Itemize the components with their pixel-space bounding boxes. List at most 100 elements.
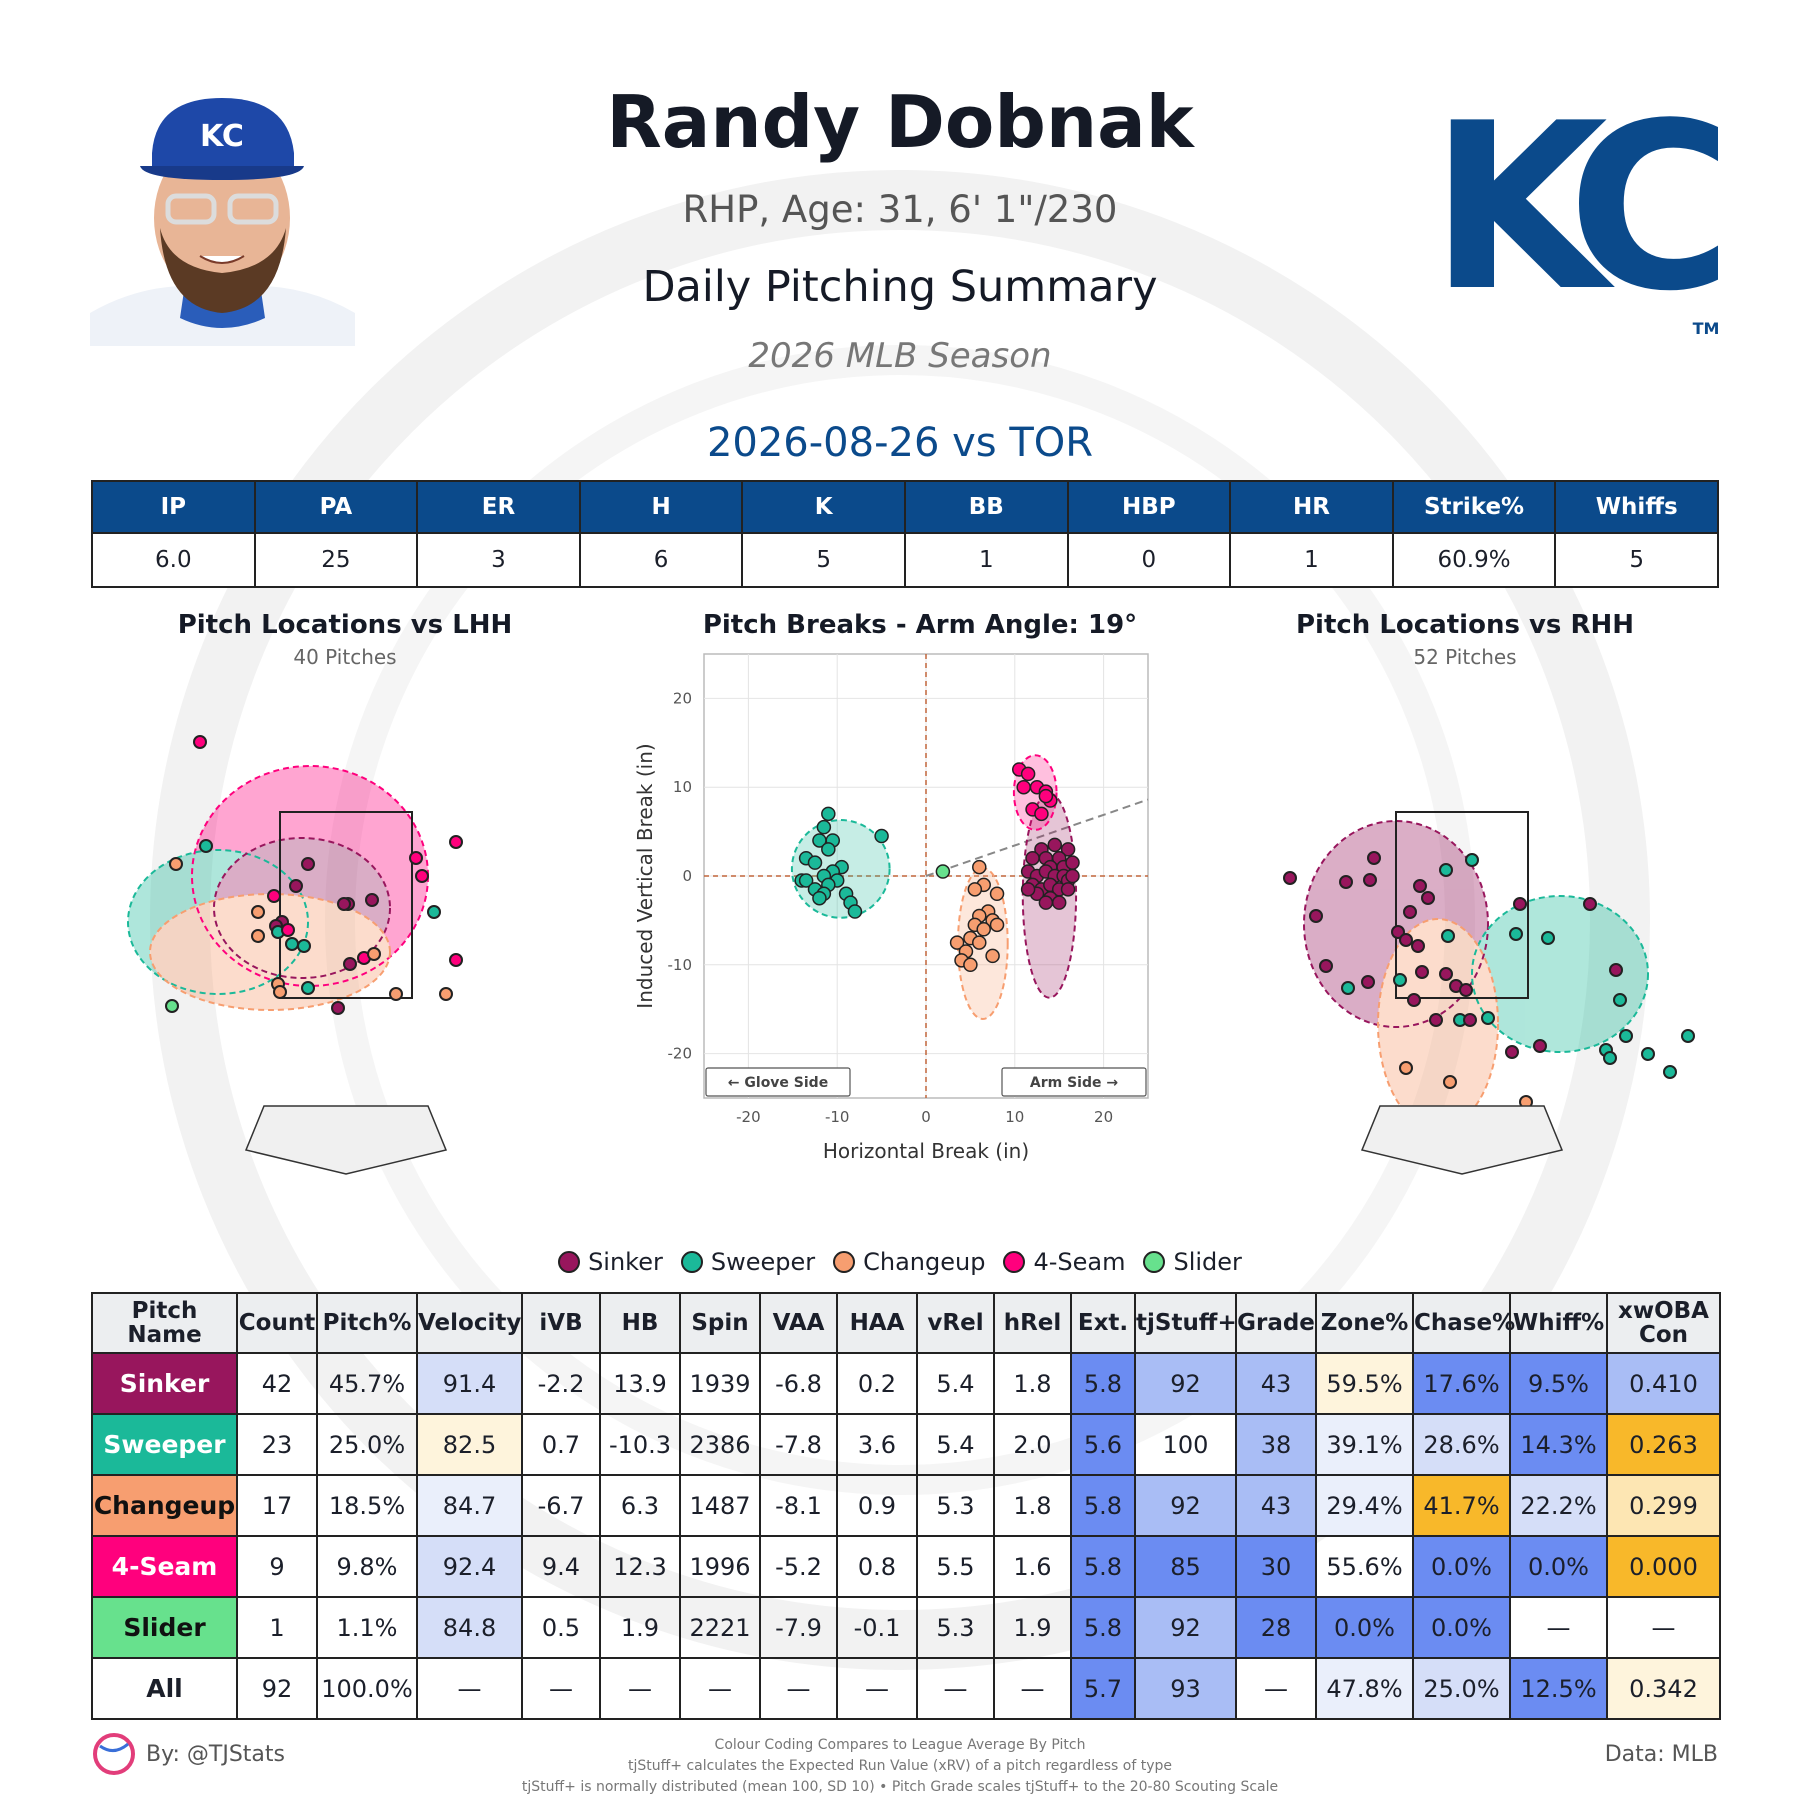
point-sinker [1065, 868, 1080, 884]
pitch-table-cell: 3.6 [836, 1413, 918, 1476]
game-line-value-whiffs: 5 [1554, 532, 1719, 588]
pitch-name-cell: Sweeper [91, 1413, 238, 1476]
pitch-table-cell: 1.1% [316, 1596, 418, 1659]
point-sweeper [821, 842, 836, 857]
season-label: 2026 MLB Season [748, 336, 1052, 376]
pitch-table-cell: 38 [1235, 1413, 1317, 1476]
pitch-table-cell: 92 [236, 1657, 318, 1720]
pitch-table-header: Grade [1235, 1292, 1317, 1354]
pitch-table-cell: 9.5% [1509, 1352, 1608, 1415]
pitch-table-header: Pitch% [316, 1292, 418, 1354]
pitch-table-cell: 0.0% [1509, 1535, 1608, 1598]
pitch-table-cell: — [599, 1657, 681, 1720]
pitch-table-cell: 0.0% [1412, 1535, 1511, 1598]
pitch-table-cell: 25.0% [316, 1413, 418, 1476]
y-tick-label: 20 [673, 689, 692, 707]
pitch-table-header: Spin [679, 1292, 761, 1354]
game-line-value-hbp: 0 [1066, 532, 1232, 588]
summary-title: Daily Pitching Summary [642, 262, 1158, 312]
pitch-table-cell: 92.4 [416, 1535, 523, 1598]
pitch-table-cell: 23 [236, 1413, 318, 1476]
pitch-table-cell: -8.1 [759, 1474, 838, 1537]
pitch-table-cell: 0.8 [836, 1535, 918, 1598]
pitch-table-cell: — [916, 1657, 995, 1720]
legend-label: Sweeper [710, 1248, 816, 1276]
pitch-table-cell: 84.8 [416, 1596, 523, 1659]
pitch-table-cell: 5.8 [1070, 1474, 1136, 1537]
pitch-table-cell: 9 [236, 1535, 318, 1598]
pitch-table-row: 4-Seam 9 9.8% 92.4 9.4 12.3 1996 -5.2 0.8 5.5 1.6 5… [91, 1535, 1721, 1598]
pitch-table-cell: 30 [1235, 1535, 1317, 1598]
point-sinker [1065, 855, 1080, 870]
pitch-name-cell: Changeup [91, 1474, 238, 1537]
point-changeup [972, 859, 987, 875]
pitch-table-cell: 1.9 [599, 1596, 681, 1659]
pitch-table-cell: 92 [1134, 1474, 1237, 1537]
pitch-table-cell: 93 [1134, 1657, 1237, 1720]
footer-note-2: tjStuff+ calculates the Expected Run Val… [627, 1758, 1173, 1774]
pitch-table-header: vRel [916, 1292, 995, 1354]
point-sweeper [812, 890, 827, 906]
footer-note-1: Colour Coding Compares to League Average… [714, 1737, 1086, 1753]
pitch-table-cell: -0.1 [836, 1596, 918, 1659]
pitch-table-header: Velocity [416, 1292, 523, 1354]
pitch-table-cell: — [1509, 1596, 1608, 1659]
pitch-table-cell: 9.4 [521, 1535, 601, 1598]
x-tick-label: -20 [736, 1108, 761, 1126]
x-tick-label: 20 [1094, 1108, 1113, 1126]
pitch-table-cell: 41.7% [1412, 1474, 1511, 1537]
pitch-table-cell: 0.000 [1606, 1535, 1721, 1598]
pitch-break-plot: -20 -10 0 10 20 -20 -10 0 10 20 ← Glove Side Arm Si… [633, 653, 1149, 1163]
pitch-table-cell: 59.5% [1315, 1352, 1414, 1415]
pitch-table-cell: 5.3 [916, 1596, 995, 1659]
footer-credit: By: @TJStats [92, 1732, 285, 1776]
lhh-plot-title: Pitch Locations vs LHH [177, 610, 513, 640]
point-changeup [972, 935, 987, 950]
pitch-table-cell: 39.1% [1315, 1413, 1414, 1476]
pitch-table-cell: 45.7% [316, 1352, 418, 1415]
pitch-table-cell: 22.2% [1509, 1474, 1608, 1537]
point-sinker [1025, 850, 1040, 866]
footer-by-text: By: @TJStats [146, 1741, 286, 1767]
point-sweeper [807, 855, 823, 870]
pitch-table-cell: 12.3 [599, 1535, 681, 1598]
pitch-table-cell: 0.263 [1606, 1413, 1721, 1476]
point-sinker [1060, 842, 1076, 857]
pitch-table-cell: 0.9 [836, 1474, 918, 1537]
pitch-table-cell: 0.0% [1315, 1596, 1414, 1659]
game-line-value-er: 3 [416, 532, 581, 588]
pitch-table-header: xwOBA Con [1606, 1292, 1721, 1354]
pitch-table-header: Whiff% [1509, 1292, 1608, 1354]
pitch-table-cell: 0.2 [836, 1352, 918, 1415]
point-changeup [963, 957, 978, 973]
pitch-table-cell: 5.8 [1070, 1352, 1136, 1415]
game-line-header-whiffs: Whiffs [1554, 480, 1719, 534]
x-tick-label: 0 [921, 1108, 931, 1126]
game-line-header-bb: BB [903, 480, 1069, 534]
point-sweeper [821, 806, 836, 822]
pitch-table-cell: 91.4 [416, 1352, 523, 1415]
pitch-table-cell: 1 [236, 1596, 318, 1659]
point-changeup [989, 886, 1005, 902]
pitch-table-cell: 14.3% [1509, 1413, 1608, 1476]
legend-label: 4-Seam [1033, 1248, 1126, 1276]
point-changeup [949, 935, 965, 950]
pitch-table-cell: 1939 [679, 1352, 761, 1415]
point-sinker [1060, 882, 1076, 897]
pitch-table-cell: 0.342 [1606, 1657, 1721, 1720]
lhh-plot-subtitle: 40 Pitches [293, 645, 397, 669]
pitch-table-cell: — [521, 1657, 601, 1720]
pitch-table-cell: 5.8 [1070, 1596, 1136, 1659]
pitch-table-cell: 2221 [679, 1596, 761, 1659]
pitch-table-cell: 1.6 [993, 1535, 1072, 1598]
pitch-metrics-table: Pitch Name Count Pitch% Velocity iVB HB Spin VA… [91, 1292, 1721, 1720]
svg-text:TM: TM [1693, 319, 1718, 338]
tjstats-logo-icon [93, 1733, 135, 1775]
pitch-table-header: Count [236, 1292, 318, 1354]
pitch-table-cell: -7.8 [759, 1413, 838, 1476]
pitch-table-cell: — [679, 1657, 761, 1720]
pitch-table-cell: — [1235, 1657, 1317, 1720]
pitch-legend: Sinker Sweeper Changeup 4-Seam Slider [0, 1248, 1800, 1276]
point-sweeper [816, 819, 832, 835]
point-changeup [985, 948, 1000, 964]
